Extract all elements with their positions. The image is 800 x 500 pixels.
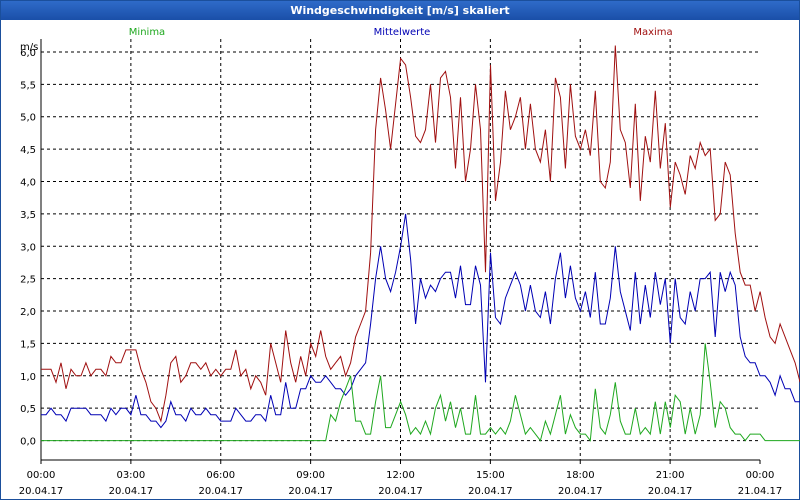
y-tick-label: 2,0 bbox=[20, 307, 36, 318]
x-tick-time: 12:00 bbox=[386, 470, 415, 481]
x-tick-time: 15:00 bbox=[476, 470, 505, 481]
legend-minima: Minima bbox=[129, 27, 165, 38]
x-tick-time: 03:00 bbox=[116, 470, 145, 481]
x-tick-date: 20.04.17 bbox=[19, 486, 64, 497]
x-tick-date: 20.04.17 bbox=[198, 486, 243, 497]
x-tick-date: 20.04.17 bbox=[378, 486, 423, 497]
x-tick-time: 06:00 bbox=[206, 470, 235, 481]
x-tick-date: 20.04.17 bbox=[468, 486, 513, 497]
legend-maxima: Maxima bbox=[633, 27, 672, 38]
series-line-max bbox=[41, 45, 800, 423]
x-tick-date: 20.04.17 bbox=[288, 486, 333, 497]
y-tick-label: 4,0 bbox=[20, 177, 36, 188]
x-tick-date: 20.04.17 bbox=[109, 486, 154, 497]
x-tick-date: 20.04.17 bbox=[648, 486, 693, 497]
legend-mittelwerte: Mittelwerte bbox=[374, 27, 431, 38]
y-tick-label: 3,0 bbox=[20, 242, 36, 253]
grid bbox=[41, 39, 760, 460]
series-line-min bbox=[41, 343, 800, 442]
x-tick-time: 21:00 bbox=[656, 470, 685, 481]
x-tick-time: 00:00 bbox=[27, 470, 56, 481]
y-axis-label: m/s bbox=[20, 42, 38, 53]
series-line-mean bbox=[41, 213, 800, 429]
labels: 0,0 0,5 1,0 1,5 2,0 2,5 3,0 3,5 4,0 4,5 5,0 5,5 6,0 0… bbox=[19, 27, 783, 497]
y-tick-label: 2,5 bbox=[20, 275, 36, 286]
y-tick-label: 0,0 bbox=[20, 437, 36, 448]
x-tick-time: 09:00 bbox=[296, 470, 325, 481]
y-tick-label: 1,5 bbox=[20, 339, 36, 350]
y-tick-label: 5,0 bbox=[20, 113, 36, 124]
y-tick-label: 3,5 bbox=[20, 210, 36, 221]
y-tick-label: 4,5 bbox=[20, 145, 36, 156]
series bbox=[41, 45, 800, 442]
y-tick-label: 6,0 bbox=[20, 48, 36, 59]
y-tick-label: 5,5 bbox=[20, 80, 36, 91]
axes bbox=[40, 39, 761, 464]
y-tick-label: 0,5 bbox=[20, 404, 36, 415]
y-tick-label: 1,0 bbox=[20, 372, 36, 383]
x-tick-date: 20.04.17 bbox=[558, 486, 603, 497]
x-tick-date: 21.04.17 bbox=[738, 486, 783, 497]
x-tick-time: 00:00 bbox=[746, 470, 775, 481]
window-title: Windgeschwindigkeit [m/s] skaliert bbox=[1, 1, 799, 20]
x-tick-time: 18:00 bbox=[566, 470, 595, 481]
